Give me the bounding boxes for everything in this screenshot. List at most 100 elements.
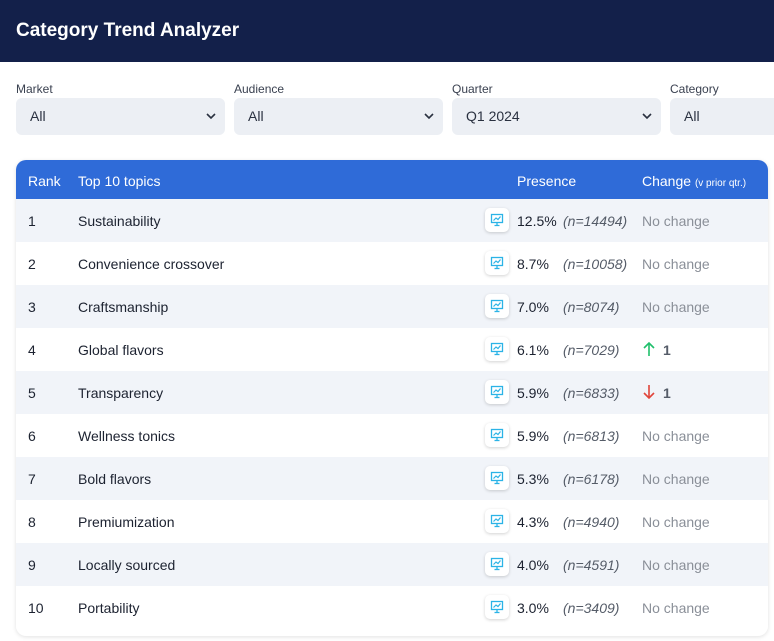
market-filter: Market All <box>16 82 225 135</box>
chevron-down-icon <box>642 113 652 120</box>
row-presence: 5.3% <box>517 471 549 487</box>
table-row: 4 Global flavors 6.1% (n=7029) 1 <box>16 328 768 371</box>
row-rank: 5 <box>28 385 36 401</box>
chevron-down-icon <box>424 113 434 120</box>
row-sample-size: (n=14494) <box>563 213 628 229</box>
column-header-topics: Top 10 topics <box>78 173 161 189</box>
trend-chart-button[interactable] <box>485 466 509 490</box>
trend-chart-button[interactable] <box>485 251 509 275</box>
trend-chart-button[interactable] <box>485 337 509 361</box>
row-presence: 5.9% <box>517 385 549 401</box>
row-sample-size: (n=8074) <box>563 299 620 315</box>
app-header: Category Trend Analyzer <box>0 0 774 62</box>
row-presence: 3.0% <box>517 600 549 616</box>
row-topic: Wellness tonics <box>78 428 176 444</box>
main-content: Market All Audience All Quarter Q1 2024 … <box>0 62 774 641</box>
column-header-rank: Rank <box>28 173 61 189</box>
row-change: No change <box>642 428 710 444</box>
trend-chart-button[interactable] <box>485 208 509 232</box>
table-row: 10 Portability 3.0% (n=3409) No change <box>16 586 768 629</box>
table-row: 7 Bold flavors 5.3% (n=6178) No change <box>16 457 768 500</box>
row-rank: 2 <box>28 256 36 272</box>
quarter-select-value: Q1 2024 <box>466 108 520 124</box>
row-presence: 7.0% <box>517 299 549 315</box>
trend-chart-button[interactable] <box>485 294 509 318</box>
row-topic: Global flavors <box>78 342 164 358</box>
quarter-select[interactable]: Q1 2024 <box>452 98 661 135</box>
row-presence: 8.7% <box>517 256 549 272</box>
row-topic: Transparency <box>78 385 164 401</box>
table-row: 1 Sustainability 12.5% (n=14494) No change <box>16 199 768 242</box>
row-topic: Sustainability <box>78 213 161 229</box>
row-rank: 8 <box>28 514 36 530</box>
row-rank: 3 <box>28 299 36 315</box>
row-sample-size: (n=6178) <box>563 471 620 487</box>
row-topic: Craftsmanship <box>78 299 169 315</box>
row-topic: Locally sourced <box>78 557 176 573</box>
column-header-change: Change (v prior qtr.) <box>642 173 746 189</box>
row-presence: 4.0% <box>517 557 549 573</box>
column-header-change-sub: (v prior qtr.) <box>694 178 747 189</box>
market-select-value: All <box>30 108 46 124</box>
row-change: No change <box>642 256 710 272</box>
row-sample-size: (n=3409) <box>563 600 620 616</box>
category-filter: Category All <box>670 82 774 135</box>
row-change: No change <box>642 600 710 616</box>
table-header: Rank Top 10 topics Presence Change (v pr… <box>16 160 768 199</box>
table-row: 6 Wellness tonics 5.9% (n=6813) No change <box>16 414 768 457</box>
table-row: 9 Locally sourced 4.0% (n=4591) No change <box>16 543 768 586</box>
trend-chart-button[interactable] <box>485 595 509 619</box>
table-row: 3 Craftsmanship 7.0% (n=8074) No change <box>16 285 768 328</box>
arrow-up-icon <box>643 341 655 356</box>
row-sample-size: (n=6833) <box>563 385 620 401</box>
arrow-down-icon <box>643 385 655 400</box>
row-topic: Portability <box>78 600 140 616</box>
market-filter-label: Market <box>16 82 53 96</box>
category-filter-label: Category <box>670 82 719 96</box>
audience-filter: Audience All <box>234 82 443 135</box>
row-presence: 4.3% <box>517 514 549 530</box>
row-topic: Premiumization <box>78 514 175 530</box>
row-change: No change <box>642 471 710 487</box>
row-sample-size: (n=6813) <box>563 428 620 444</box>
topics-table: Rank Top 10 topics Presence Change (v pr… <box>16 160 768 636</box>
table-row: 8 Premiumization 4.3% (n=4940) No change <box>16 500 768 543</box>
chevron-down-icon <box>206 113 216 120</box>
app-title: Category Trend Analyzer <box>16 20 240 41</box>
row-sample-size: (n=10058) <box>563 256 628 272</box>
row-change: No change <box>642 557 710 573</box>
row-presence: 5.9% <box>517 428 549 444</box>
row-rank: 10 <box>28 600 44 616</box>
trend-chart-button[interactable] <box>485 380 509 404</box>
trend-chart-button[interactable] <box>485 509 509 533</box>
row-rank: 1 <box>28 213 36 229</box>
table-row: 5 Transparency 5.9% (n=6833) 1 <box>16 371 768 414</box>
table-row: 2 Convenience crossover 8.7% (n=10058) No ch… <box>16 242 768 285</box>
row-sample-size: (n=7029) <box>563 342 620 358</box>
row-change: 1 <box>663 342 671 358</box>
audience-select[interactable]: All <box>234 98 443 135</box>
audience-filter-label: Audience <box>234 82 285 96</box>
row-rank: 4 <box>28 342 36 358</box>
row-change: No change <box>642 213 710 229</box>
row-change: No change <box>642 299 710 315</box>
column-header-presence: Presence <box>517 173 577 189</box>
row-rank: 6 <box>28 428 36 444</box>
row-rank: 9 <box>28 557 36 573</box>
row-presence: 12.5% <box>517 213 557 229</box>
row-sample-size: (n=4940) <box>563 514 620 530</box>
row-change: 1 <box>663 385 671 401</box>
row-rank: 7 <box>28 471 36 487</box>
row-topic: Bold flavors <box>78 471 152 487</box>
row-topic: Convenience crossover <box>78 256 225 272</box>
category-select[interactable]: All <box>670 98 774 135</box>
quarter-filter: Quarter Q1 2024 <box>452 82 661 135</box>
trend-chart-button[interactable] <box>485 552 509 576</box>
audience-select-value: All <box>248 108 264 124</box>
row-presence: 6.1% <box>517 342 549 358</box>
trend-chart-button[interactable] <box>485 423 509 447</box>
market-select[interactable]: All <box>16 98 225 135</box>
column-header-change-label: Change <box>642 173 692 189</box>
category-select-value: All <box>684 108 700 124</box>
row-change: No change <box>642 514 710 530</box>
